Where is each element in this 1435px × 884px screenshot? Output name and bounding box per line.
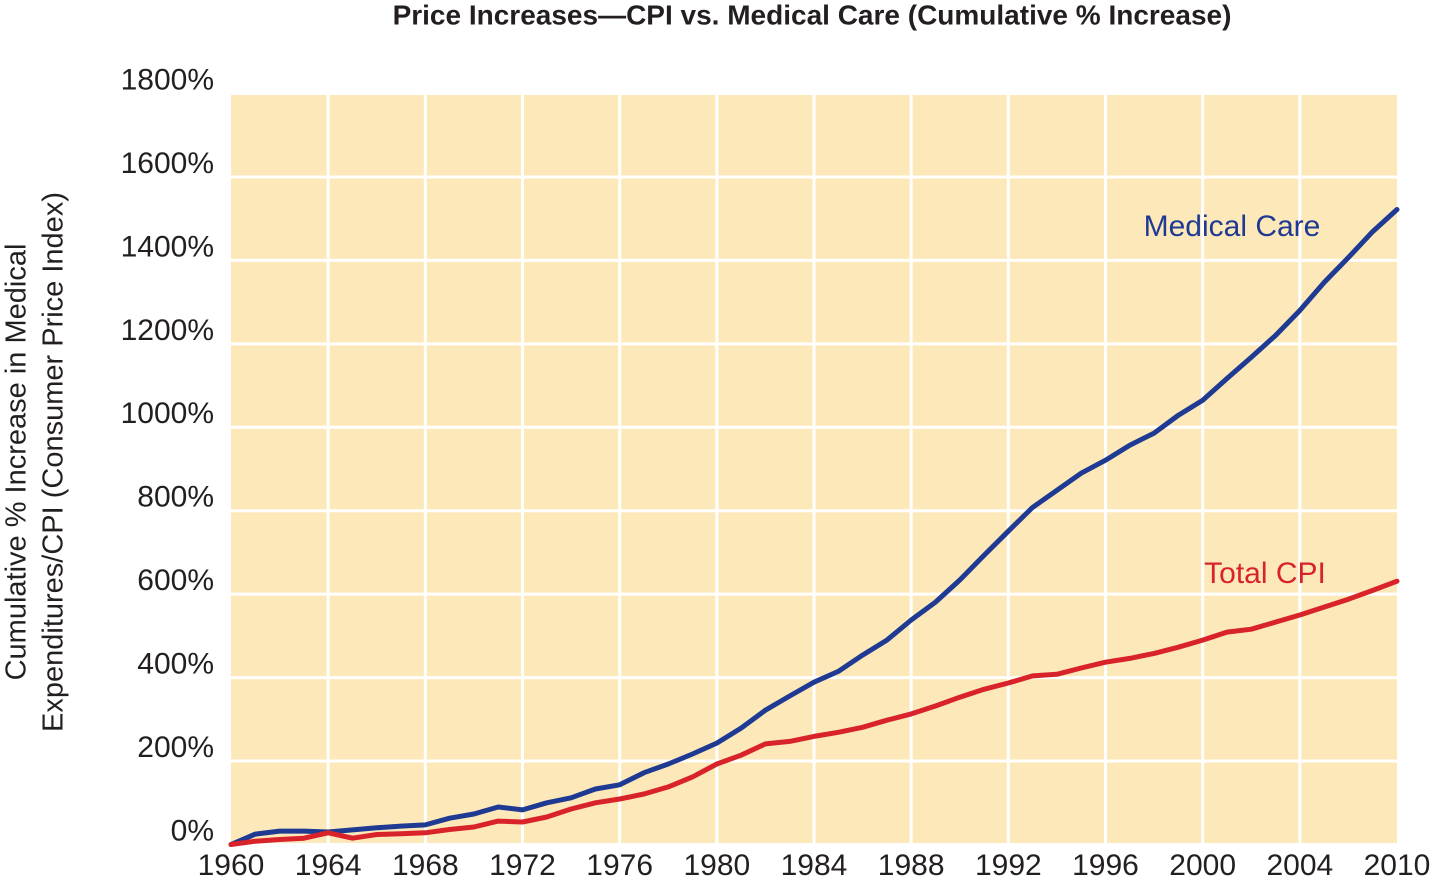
x-tick-label: 1988 xyxy=(878,849,945,882)
x-tick-label: 1964 xyxy=(295,849,362,882)
x-tick-label: 2000 xyxy=(1169,849,1236,882)
x-tick-label: 1980 xyxy=(683,849,750,882)
y-tick-label: 600% xyxy=(137,564,214,597)
x-tick-label: 2010 xyxy=(1364,849,1431,882)
x-tick-label: 1996 xyxy=(1072,849,1139,882)
y-tick-label: 800% xyxy=(137,481,214,514)
y-tick-label: 0% xyxy=(171,814,214,847)
x-tick-label: 1992 xyxy=(975,849,1042,882)
series-label: Total CPI xyxy=(1204,557,1326,590)
y-tick-label: 1000% xyxy=(121,397,214,430)
y-tick-label: 400% xyxy=(137,648,214,681)
y-axis-label: Expenditures/CPI (Consumer Price Index) xyxy=(38,192,70,732)
x-tick-label: 2004 xyxy=(1266,849,1333,882)
y-tick-label: 1400% xyxy=(121,230,214,263)
y-axis-label: Cumulative % Increase in Medical xyxy=(1,244,33,681)
x-tick-label: 1972 xyxy=(489,849,556,882)
data-line xyxy=(228,578,1400,847)
x-tick-label: 1960 xyxy=(198,849,265,882)
data-line xyxy=(228,207,1400,847)
y-tick-label: 200% xyxy=(137,731,214,764)
x-tick-label: 1984 xyxy=(781,849,848,882)
y-tick-label: 1200% xyxy=(121,314,214,347)
x-tick-label: 1976 xyxy=(586,849,653,882)
y-tick-label: 1800% xyxy=(121,63,214,96)
series-label: Medical Care xyxy=(1144,210,1321,243)
chart-title: Price Increases—CPI vs. Medical Care (Cu… xyxy=(393,0,1232,30)
y-tick-label: 1600% xyxy=(121,147,214,180)
x-tick-label: 1968 xyxy=(392,849,459,882)
